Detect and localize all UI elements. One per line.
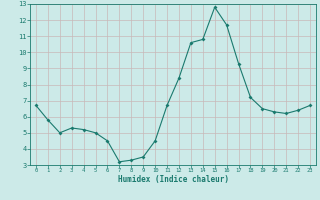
X-axis label: Humidex (Indice chaleur): Humidex (Indice chaleur) [117, 175, 228, 184]
